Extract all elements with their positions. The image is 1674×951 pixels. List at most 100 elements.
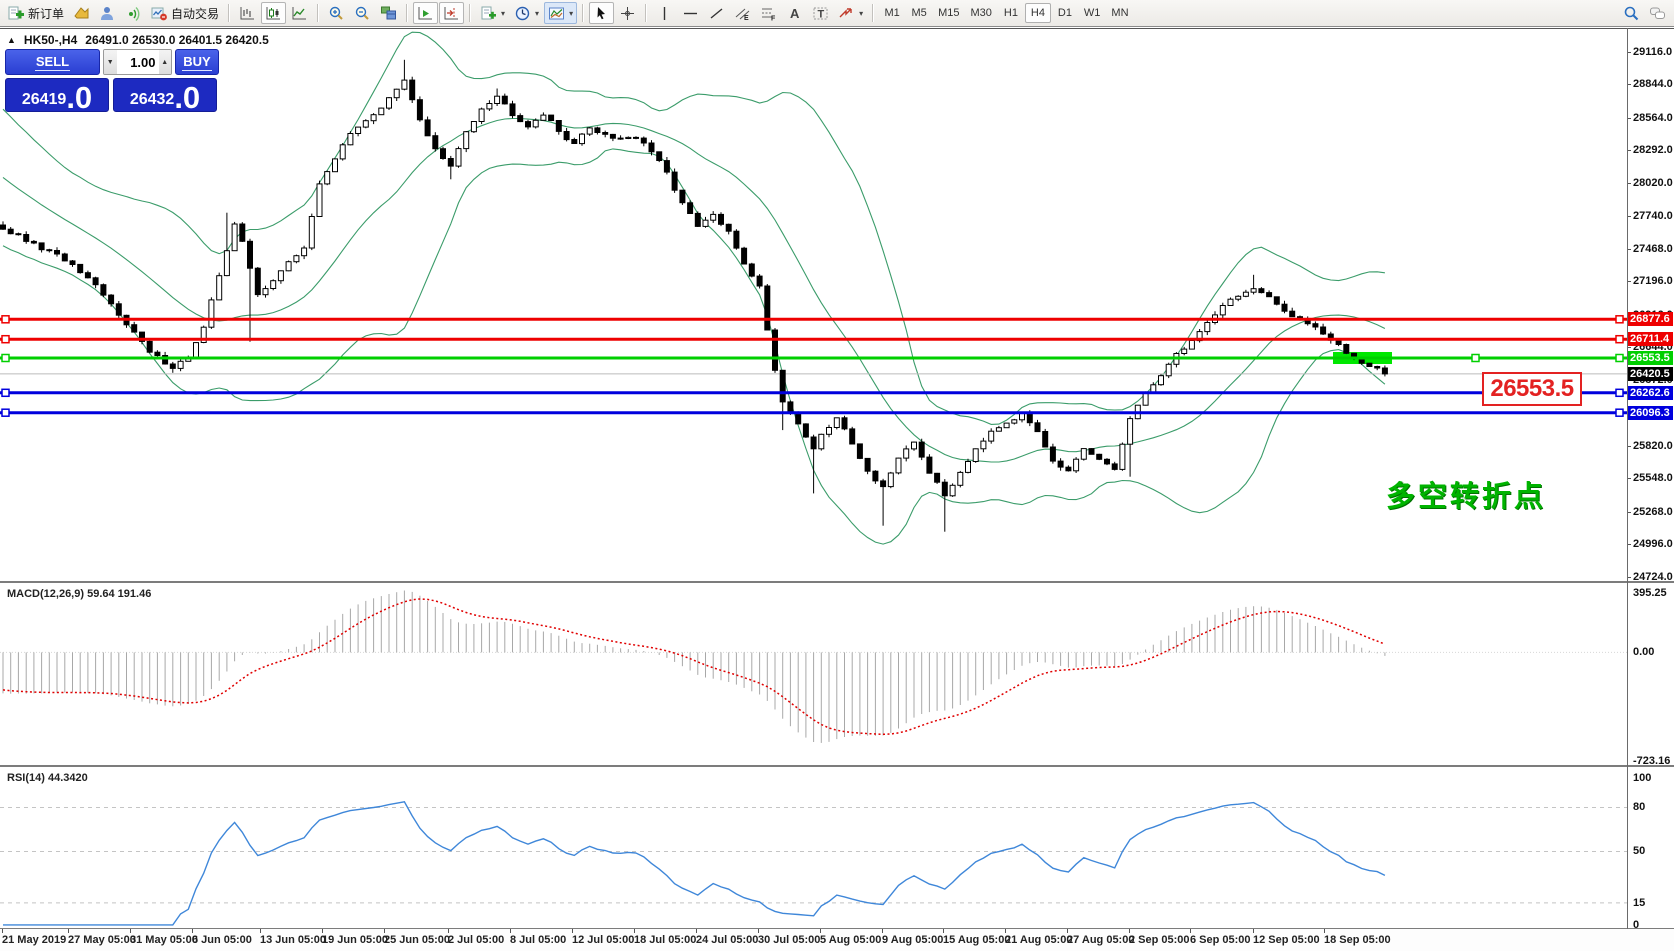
axis-tick-label: 25548.0 bbox=[1633, 472, 1673, 484]
signal-icon[interactable] bbox=[121, 2, 146, 24]
rsi-plot[interactable] bbox=[0, 769, 1627, 929]
time-tick-label: 6 Jun 05:00 bbox=[192, 934, 252, 946]
axis-tick-label: 25820.0 bbox=[1633, 440, 1673, 452]
volume-decrease-button[interactable]: ▼ bbox=[104, 50, 117, 74]
time-tick-mark bbox=[448, 929, 449, 933]
rsi-line bbox=[3, 801, 1386, 926]
search-icon[interactable] bbox=[1619, 2, 1644, 24]
time-tick-label: 12 Jul 05:00 bbox=[572, 934, 635, 946]
timeframe-d1[interactable]: D1 bbox=[1052, 3, 1078, 23]
axis-tick-mark bbox=[1627, 216, 1631, 217]
buy-button-label: BUY bbox=[182, 53, 212, 71]
time-tick-mark bbox=[1005, 929, 1006, 933]
axis-tick-label: 27740.0 bbox=[1633, 210, 1673, 222]
ohlc-values: 26491.0 26530.0 26401.5 26420.5 bbox=[85, 33, 269, 47]
time-axis[interactable]: 21 May 2019 27 May 05:00 31 May 05:00 6 Jun… bbox=[0, 928, 1674, 951]
axis-tick-label: 28564.0 bbox=[1633, 112, 1673, 124]
volume-increase-button[interactable]: ▲ bbox=[158, 50, 171, 74]
time-tick-label: 27 May 05:00 bbox=[68, 934, 136, 946]
main-chart-plot[interactable] bbox=[0, 29, 1627, 581]
time-tick-label: 24 Jul 05:00 bbox=[696, 934, 759, 946]
buy-price-frac: .0 bbox=[174, 79, 201, 115]
timeframe-m15[interactable]: M15 bbox=[933, 3, 964, 23]
time-tick-mark bbox=[1190, 929, 1191, 933]
symbol-period-label: HK50-,H4 bbox=[23, 33, 78, 47]
macd-label: MACD(12,26,9) 59.64 191.46 bbox=[7, 588, 152, 600]
svg-text:E: E bbox=[744, 15, 749, 22]
axis-tick-label: 0.00 bbox=[1633, 646, 1655, 658]
quotes-icon[interactable] bbox=[69, 2, 94, 24]
horizontal-line-icon[interactable] bbox=[678, 2, 703, 24]
horizontal-levels-layer[interactable] bbox=[0, 315, 1627, 417]
timeframe-w1[interactable]: W1 bbox=[1079, 3, 1106, 23]
price-annotation-label[interactable]: 26553.5 bbox=[1482, 372, 1582, 406]
crosshair-icon[interactable] bbox=[615, 2, 640, 24]
collapse-arrow-icon[interactable]: ▲ bbox=[7, 35, 16, 45]
time-tick-mark bbox=[322, 929, 323, 933]
channel-icon[interactable]: E bbox=[730, 2, 755, 24]
candle-chart-icon[interactable] bbox=[261, 2, 287, 24]
main-chart-pane: ▲ HK50-,H4 26491.0 26530.0 26401.5 26420… bbox=[0, 28, 1674, 583]
bollinger-middle-band bbox=[2, 117, 1386, 463]
zoom-out-icon[interactable] bbox=[350, 2, 375, 24]
time-tick-label: 25 Jun 05:00 bbox=[384, 934, 451, 946]
autotrade-icon[interactable]: 自动交易 bbox=[147, 2, 223, 24]
time-tick-mark bbox=[1129, 929, 1130, 933]
text-icon[interactable]: A bbox=[782, 2, 807, 24]
timeframe-h4[interactable]: H4 bbox=[1024, 3, 1051, 23]
time-tick-label: 15 Aug 05:00 bbox=[943, 934, 1011, 946]
chart-shift-icon[interactable] bbox=[439, 2, 465, 24]
line-chart-icon[interactable] bbox=[287, 2, 312, 24]
text-label-icon[interactable]: T bbox=[808, 2, 833, 24]
bar-chart-icon[interactable] bbox=[235, 2, 260, 24]
periods-clock-icon[interactable]: ▾ bbox=[510, 2, 543, 24]
timeframe-mn[interactable]: MN bbox=[1106, 3, 1133, 23]
time-tick-label: 30 Jul 05:00 bbox=[758, 934, 821, 946]
new-template-icon[interactable]: ▾ bbox=[476, 2, 509, 24]
vertical-line-icon[interactable] bbox=[652, 2, 677, 24]
volume-stepper: ▼ ▲ bbox=[103, 49, 172, 75]
time-tick-mark bbox=[1067, 929, 1068, 933]
trendline-icon[interactable] bbox=[704, 2, 729, 24]
chinese-annotation[interactable]: 多空转折点 bbox=[1386, 481, 1547, 513]
sell-button[interactable]: SELL bbox=[5, 49, 100, 75]
rsi-pane: RSI(14) 44.3420 100 80 50 15 0 bbox=[0, 765, 1674, 931]
new-order-icon[interactable]: 新订单 bbox=[4, 2, 68, 24]
shapes-icon[interactable]: ▾ bbox=[834, 2, 867, 24]
toolbar-separator bbox=[469, 4, 472, 22]
volume-input[interactable] bbox=[116, 50, 159, 74]
timeframe-m5[interactable]: M5 bbox=[906, 3, 932, 23]
cursor-icon[interactable] bbox=[589, 2, 615, 24]
timeframe-m30[interactable]: M30 bbox=[966, 3, 997, 23]
axis-tick-mark bbox=[1627, 478, 1631, 479]
time-tick-mark bbox=[384, 929, 385, 933]
sell-button-label: SELL bbox=[34, 53, 71, 71]
auto-scroll-icon[interactable] bbox=[413, 2, 439, 24]
macd-histogram-layer bbox=[2, 590, 1386, 743]
timeframe-h1[interactable]: H1 bbox=[998, 3, 1024, 23]
chat-icon[interactable] bbox=[1645, 2, 1670, 24]
macd-plot[interactable] bbox=[0, 585, 1627, 766]
tile-windows-icon[interactable] bbox=[376, 2, 401, 24]
buy-button[interactable]: BUY bbox=[175, 49, 219, 75]
templates-icon[interactable]: ▾ bbox=[544, 2, 578, 24]
time-tick-mark bbox=[882, 929, 883, 933]
bollinger-lower-band bbox=[2, 148, 1386, 545]
axis-tick-mark bbox=[1627, 249, 1631, 250]
axis-tick-label: 24996.0 bbox=[1633, 538, 1673, 550]
axis-tick-label: 27196.0 bbox=[1633, 275, 1673, 287]
fibonacci-icon[interactable]: F bbox=[756, 2, 781, 24]
time-tick-label: 9 Aug 05:00 bbox=[882, 934, 944, 946]
price-tag: 26711.4 bbox=[1628, 332, 1673, 346]
buy-price-display[interactable]: 26432.0 bbox=[113, 78, 217, 115]
time-tick-label: 5 Aug 05:00 bbox=[820, 934, 882, 946]
macd-signal-line bbox=[2, 598, 1386, 736]
axis-tick-mark bbox=[1627, 118, 1631, 119]
time-tick-label: 21 May 2019 bbox=[2, 934, 67, 946]
axis-tick-label: 25268.0 bbox=[1633, 506, 1673, 518]
toolbar-separator bbox=[582, 4, 585, 22]
timeframe-m1[interactable]: M1 bbox=[879, 3, 905, 23]
sell-price-display[interactable]: 26419.0 bbox=[5, 78, 109, 113]
profile-icon[interactable] bbox=[95, 2, 120, 24]
zoom-in-icon[interactable] bbox=[324, 2, 349, 24]
